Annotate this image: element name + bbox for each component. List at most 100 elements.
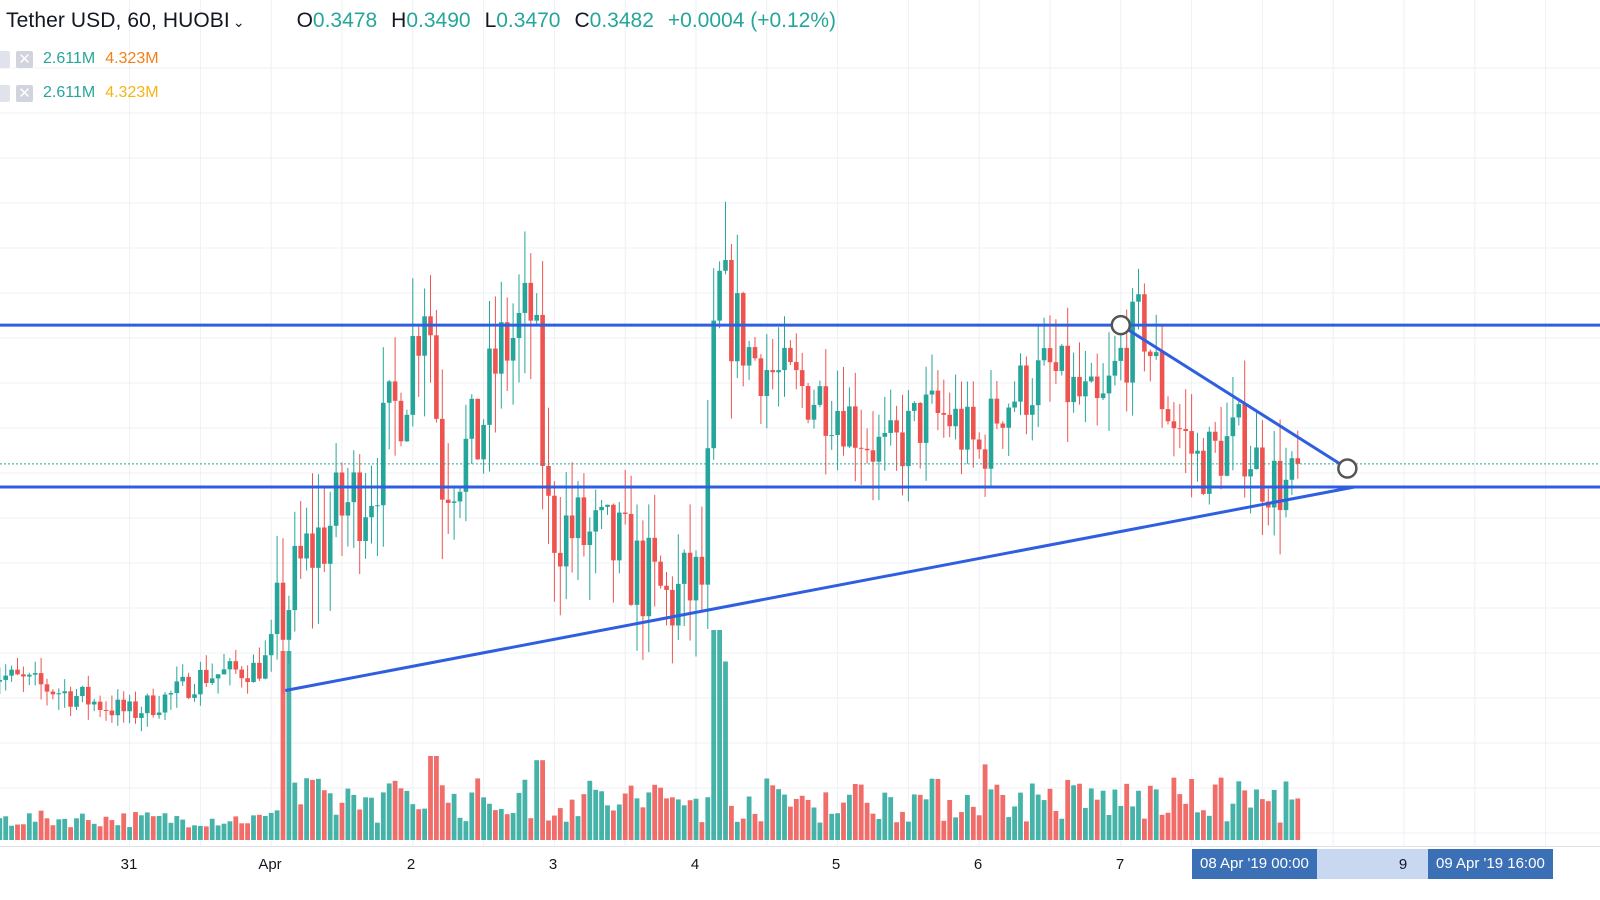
volume-bar xyxy=(1018,792,1023,840)
candle-body xyxy=(1171,421,1177,429)
open-label: O xyxy=(296,9,313,32)
volume-bar xyxy=(906,821,911,840)
candle-body xyxy=(1183,429,1188,432)
volume-bar xyxy=(392,780,398,840)
volume-bar xyxy=(587,780,593,840)
volume-bar xyxy=(127,827,132,840)
time-badge-end: 09 Apr '19 16:00 xyxy=(1428,849,1553,879)
candle-body xyxy=(469,398,475,439)
candle-body xyxy=(569,515,575,539)
volume-bar xyxy=(740,818,746,840)
volume-bar xyxy=(699,822,705,840)
volume-bar xyxy=(203,826,209,840)
candle-body xyxy=(499,322,504,374)
candle-body xyxy=(558,552,563,567)
volume-bar xyxy=(599,791,604,840)
volume-bar xyxy=(150,816,156,840)
volume-bar xyxy=(85,820,91,840)
candle-body xyxy=(935,390,941,414)
candle-body xyxy=(1177,428,1183,430)
volume-bar xyxy=(510,813,516,840)
candle-body xyxy=(882,432,888,437)
candle-body xyxy=(445,499,451,503)
volume-bar xyxy=(1118,805,1124,840)
volume-bar xyxy=(1201,810,1206,840)
candle-body xyxy=(1207,431,1212,494)
volume-bar xyxy=(144,812,150,840)
close-icon[interactable]: ✕ xyxy=(16,84,33,102)
volume-bar xyxy=(717,630,722,840)
volume-bar xyxy=(221,823,227,840)
volume-bar xyxy=(1230,803,1236,840)
candle-body xyxy=(835,410,840,436)
candle-body xyxy=(416,336,421,356)
volume-bar xyxy=(888,797,894,840)
volume-bar xyxy=(1254,789,1259,840)
volume-bar xyxy=(693,798,699,840)
candle-body xyxy=(552,495,557,553)
candle-body xyxy=(1083,381,1088,397)
volume-bar xyxy=(1124,783,1130,840)
candle-body xyxy=(245,678,250,683)
candle-body xyxy=(381,402,386,506)
open-value: 0.3478 xyxy=(312,9,378,32)
volume-bar xyxy=(1130,806,1135,840)
volume-bar xyxy=(628,785,634,840)
volume-bar xyxy=(1212,784,1218,840)
candle-body xyxy=(546,465,551,496)
candle-body xyxy=(1118,347,1124,361)
candle-body xyxy=(457,491,463,502)
candle-body xyxy=(510,337,516,361)
symbol-title[interactable]: Tether USD, 60, HUOBI xyxy=(6,9,230,32)
volume-bar xyxy=(463,821,469,840)
time-tick: 9 xyxy=(1398,856,1408,873)
high-label: H xyxy=(391,9,407,32)
volume-bar xyxy=(793,798,799,840)
volume-bar xyxy=(965,794,970,840)
volume-bar xyxy=(62,818,68,840)
volume-bar xyxy=(982,764,988,840)
volume-bar xyxy=(469,792,475,840)
candle-body xyxy=(1106,375,1112,394)
volume-bar xyxy=(156,815,162,840)
candle-body xyxy=(1012,401,1017,408)
volume-bar xyxy=(1147,785,1153,840)
candle-body xyxy=(27,674,32,677)
chevron-down-icon[interactable]: ⌄ xyxy=(232,14,245,30)
volume-bar xyxy=(593,789,599,840)
candle-body xyxy=(209,678,215,684)
volume-bar xyxy=(351,794,357,840)
volume-bar xyxy=(286,651,292,840)
candle-body xyxy=(1289,458,1295,480)
candle-body xyxy=(971,406,976,440)
candle-body xyxy=(717,270,722,321)
volume-bar xyxy=(1024,821,1029,840)
candle-body xyxy=(322,527,327,564)
candle-body xyxy=(711,320,716,449)
study-value-1: 2.611M xyxy=(43,84,96,101)
candle-body xyxy=(80,686,85,697)
volume-bar xyxy=(841,802,846,840)
candle-body xyxy=(764,370,770,396)
candle-body xyxy=(145,695,150,714)
high-value: 0.3490 xyxy=(406,9,471,32)
candle-body xyxy=(1024,365,1029,415)
study-handle[interactable] xyxy=(0,50,10,68)
close-icon[interactable]: ✕ xyxy=(16,50,33,68)
volume-bar xyxy=(581,794,587,840)
candle-body xyxy=(1018,365,1023,402)
volume-bar xyxy=(174,816,180,840)
candle-body xyxy=(770,370,775,373)
candle-body xyxy=(540,314,545,466)
candle-body xyxy=(345,502,351,516)
candle-body xyxy=(658,561,663,586)
volume-bar xyxy=(640,807,646,840)
volume-bar xyxy=(941,820,947,840)
volume-bar xyxy=(1171,777,1177,840)
study-handle[interactable] xyxy=(0,84,10,102)
candle-body xyxy=(292,545,298,611)
volume-bar xyxy=(670,797,675,840)
candle-body xyxy=(670,589,675,626)
close-label: C xyxy=(574,9,590,32)
